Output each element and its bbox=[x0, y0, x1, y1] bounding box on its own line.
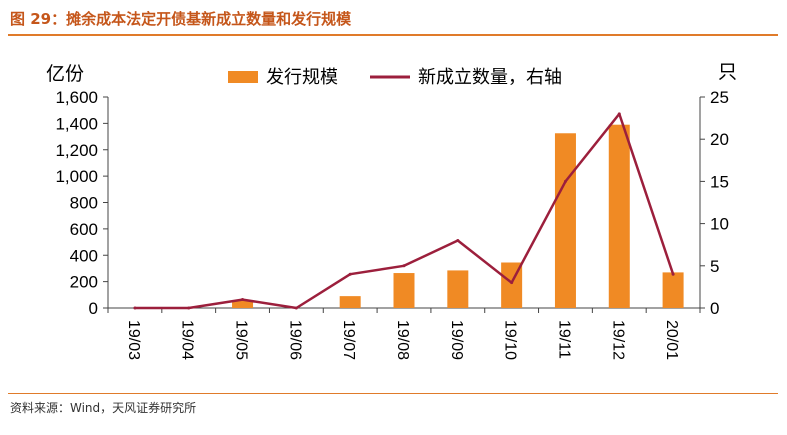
line-point-19/03 bbox=[133, 306, 137, 310]
x-tick-label: 19/09 bbox=[448, 320, 465, 360]
x-tick-label: 19/08 bbox=[394, 320, 411, 360]
line-point-19/06 bbox=[294, 306, 298, 310]
left-axis-label: 亿份 bbox=[46, 63, 84, 85]
x-tick-label: 19/06 bbox=[286, 320, 303, 360]
legend-line-label: 新成立数量，右轴 bbox=[418, 67, 562, 87]
left-tick-label: 200 bbox=[70, 273, 98, 292]
left-tick-label: 800 bbox=[70, 194, 98, 213]
left-tick-label: 600 bbox=[70, 220, 98, 239]
title-divider bbox=[8, 34, 778, 36]
line-point-19/11 bbox=[563, 179, 567, 183]
x-tick-label: 19/11 bbox=[555, 320, 572, 359]
bar-19/11 bbox=[554, 133, 576, 308]
left-tick-label: 1,200 bbox=[55, 141, 98, 160]
legend-bar-swatch bbox=[228, 71, 258, 83]
right-tick-label: 25 bbox=[710, 88, 729, 107]
bar-19/12 bbox=[608, 124, 630, 308]
line-point-19/04 bbox=[187, 306, 191, 310]
left-tick-label: 0 bbox=[89, 299, 98, 318]
left-tick-label: 1,400 bbox=[55, 114, 98, 133]
figure-title: 图 29：摊余成本法定开债基新成立数量和发行规模 bbox=[10, 10, 352, 28]
bar-19/08 bbox=[393, 273, 415, 308]
right-tick-label: 15 bbox=[710, 172, 729, 191]
line-point-20/01 bbox=[671, 272, 675, 276]
source-note: 资料来源：Wind，天风证券研究所 bbox=[10, 401, 197, 415]
bar-20/01 bbox=[662, 272, 684, 308]
legend-bar-label: 发行规模 bbox=[266, 67, 338, 87]
x-tick-label: 19/10 bbox=[502, 320, 519, 360]
line-point-19/09 bbox=[456, 238, 460, 242]
right-axis-label: 只 bbox=[718, 62, 737, 83]
line-point-19/08 bbox=[402, 264, 406, 268]
right-tick-label: 5 bbox=[710, 257, 719, 276]
line-point-19/10 bbox=[510, 281, 514, 285]
x-tick-label: 19/03 bbox=[125, 320, 142, 360]
left-tick-label: 400 bbox=[70, 246, 98, 265]
x-tick-label: 19/07 bbox=[340, 320, 357, 360]
right-tick-label: 0 bbox=[710, 299, 719, 318]
combo-chart: 0 200 400 600 800 1,000 1,200 1,400 1,600 0 5 10 15 2… bbox=[46, 62, 737, 360]
left-tick-label: 1,600 bbox=[55, 88, 98, 107]
bar-19/09 bbox=[447, 270, 469, 308]
line-point-19/12 bbox=[617, 112, 621, 116]
x-tick-label: 20/01 bbox=[663, 320, 680, 360]
right-tick-label: 20 bbox=[710, 130, 729, 149]
x-tick-label: 19/05 bbox=[233, 320, 250, 360]
source-divider bbox=[8, 393, 778, 394]
right-tick-label: 10 bbox=[710, 215, 729, 234]
bar-19/05 bbox=[232, 300, 254, 308]
line-point-19/05 bbox=[241, 298, 245, 302]
bar-19/07 bbox=[339, 296, 361, 308]
line-point-19/07 bbox=[348, 272, 352, 276]
left-tick-label: 1,000 bbox=[55, 167, 98, 186]
x-tick-label: 19/12 bbox=[609, 320, 626, 360]
x-tick-label: 19/04 bbox=[179, 320, 196, 360]
